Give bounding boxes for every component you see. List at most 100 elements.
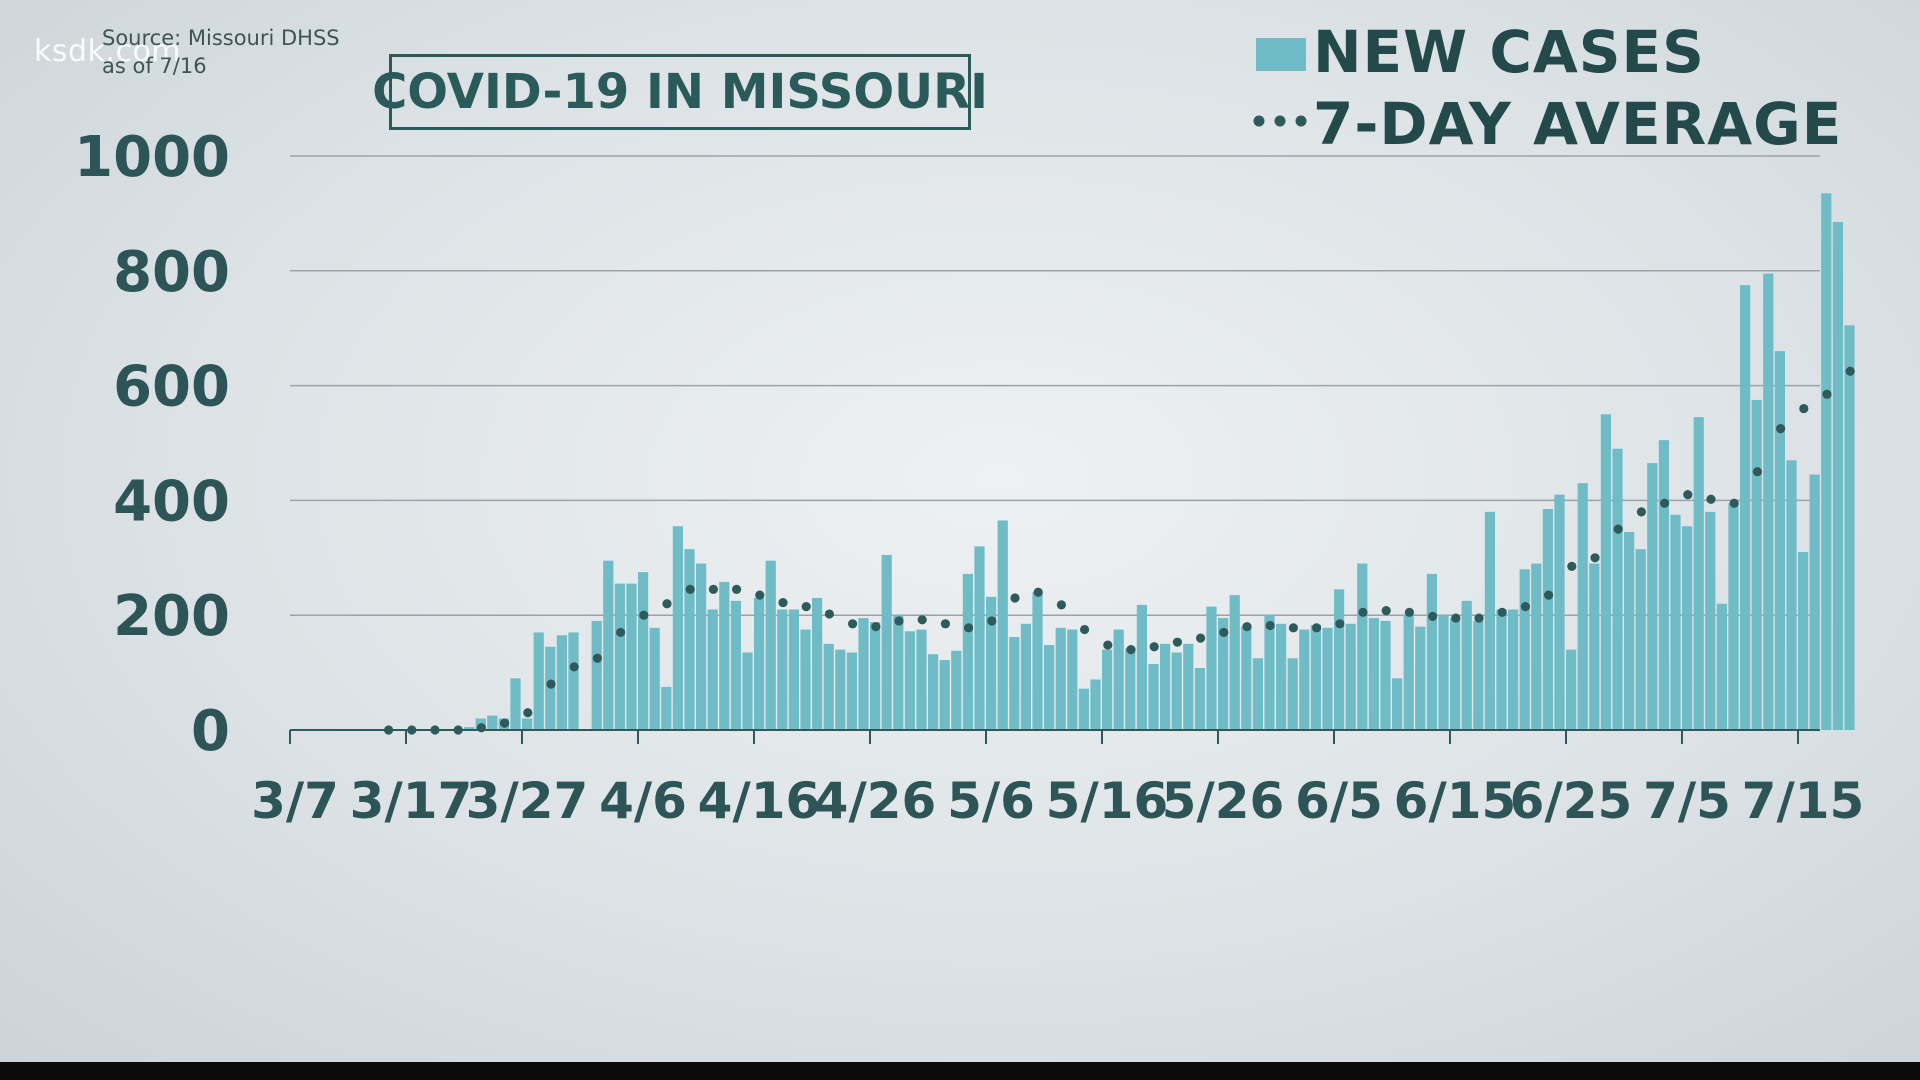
new-cases-bar bbox=[870, 622, 881, 730]
average-dot bbox=[1497, 607, 1507, 617]
x-tick-label: 6/25 bbox=[1510, 772, 1633, 830]
new-cases-bar bbox=[1554, 494, 1565, 730]
average-dot bbox=[569, 662, 579, 672]
new-cases-bar bbox=[1682, 526, 1693, 730]
average-dot bbox=[1010, 593, 1020, 603]
average-dot bbox=[1288, 623, 1298, 633]
new-cases-bar bbox=[1102, 649, 1113, 730]
legend-bar-swatch bbox=[1256, 38, 1306, 71]
new-cases-bar bbox=[765, 560, 776, 730]
new-cases-bar bbox=[835, 649, 846, 730]
new-cases-bar bbox=[1484, 511, 1495, 730]
new-cases-bar bbox=[603, 560, 614, 730]
new-cases-bar bbox=[1821, 193, 1832, 730]
new-cases-bar bbox=[1287, 658, 1298, 730]
new-cases-bar bbox=[1635, 549, 1646, 730]
new-cases-bar bbox=[1160, 643, 1171, 730]
new-cases-bar bbox=[777, 609, 788, 730]
new-cases-bar bbox=[939, 659, 950, 730]
average-dot bbox=[1729, 498, 1739, 508]
average-dot bbox=[871, 622, 881, 632]
new-cases-bar bbox=[986, 596, 997, 730]
average-dot bbox=[1381, 606, 1391, 616]
new-cases-bar bbox=[1194, 668, 1205, 730]
average-dot bbox=[1752, 467, 1762, 477]
average-dot bbox=[894, 616, 904, 626]
average-dot bbox=[1404, 607, 1414, 617]
average-dot bbox=[1822, 389, 1832, 399]
new-cases-bar bbox=[1206, 606, 1217, 730]
new-cases-bar bbox=[974, 546, 985, 730]
new-cases-bar bbox=[661, 686, 672, 730]
new-cases-bar bbox=[1090, 679, 1101, 730]
new-cases-bar bbox=[1009, 637, 1020, 730]
new-cases-bar bbox=[951, 650, 962, 730]
new-cases-bar bbox=[1577, 483, 1588, 730]
new-cases-bar bbox=[568, 632, 579, 730]
average-dot bbox=[1544, 590, 1554, 600]
new-cases-bar bbox=[1252, 658, 1263, 730]
x-tick-label: 4/26 bbox=[814, 772, 937, 830]
new-cases-bar bbox=[1450, 618, 1461, 730]
new-cases-bar bbox=[707, 609, 718, 730]
average-dot bbox=[987, 616, 997, 626]
as-of-date: as of 7/16 bbox=[102, 54, 207, 78]
new-cases-bar bbox=[1740, 285, 1751, 730]
new-cases-bars bbox=[452, 193, 1855, 730]
new-cases-bar bbox=[1670, 514, 1681, 730]
new-cases-bar bbox=[928, 654, 939, 730]
new-cases-bar bbox=[754, 597, 765, 730]
x-tick-label: 4/6 bbox=[599, 772, 687, 830]
new-cases-bar bbox=[1751, 399, 1762, 730]
x-tick-label: 3/7 bbox=[251, 772, 339, 830]
average-dot bbox=[1265, 620, 1275, 631]
new-cases-bar bbox=[649, 627, 660, 730]
average-dot bbox=[848, 619, 858, 629]
new-cases-bar bbox=[788, 609, 799, 730]
new-cases-bar bbox=[1310, 624, 1321, 730]
average-dot bbox=[801, 601, 811, 612]
new-cases-bar bbox=[1078, 688, 1089, 730]
new-cases-bar bbox=[1322, 627, 1333, 730]
new-cases-bar bbox=[1647, 463, 1658, 730]
new-cases-bar bbox=[1658, 440, 1669, 730]
new-cases-bar bbox=[1519, 569, 1530, 730]
new-cases-bar bbox=[1786, 460, 1797, 730]
new-cases-bar bbox=[800, 629, 811, 730]
new-cases-bar bbox=[591, 620, 602, 730]
ksdk-watermark-logo: ksdk.com bbox=[34, 34, 182, 69]
x-tick-label: 7/5 bbox=[1643, 772, 1731, 830]
y-tick-label: 600 bbox=[113, 355, 230, 420]
average-dot bbox=[917, 615, 927, 625]
new-cases-bar bbox=[614, 583, 625, 730]
new-cases-bar bbox=[1809, 474, 1820, 730]
average-dot bbox=[523, 708, 533, 718]
new-cases-bar bbox=[1299, 629, 1310, 730]
new-cases-bar bbox=[1345, 623, 1356, 730]
legend-seven-day-average-label: 7-DAY AVERAGE bbox=[1313, 90, 1843, 158]
average-dot bbox=[778, 597, 788, 608]
y-tick-label: 1000 bbox=[74, 125, 230, 190]
new-cases-bar bbox=[1044, 645, 1055, 730]
average-dot bbox=[732, 584, 742, 594]
new-cases-bar bbox=[1055, 627, 1066, 730]
average-dot bbox=[708, 584, 719, 594]
new-cases-bar bbox=[1125, 648, 1136, 730]
average-dot bbox=[685, 584, 695, 594]
new-cases-bar bbox=[1496, 609, 1507, 730]
new-cases-bar bbox=[1600, 414, 1611, 730]
y-tick-label: 200 bbox=[113, 584, 230, 649]
average-dot bbox=[1660, 498, 1670, 508]
average-dot bbox=[1312, 623, 1322, 633]
new-cases-bar bbox=[1508, 609, 1519, 730]
source-note: Source: Missouri DHSS bbox=[102, 26, 340, 50]
new-cases-bar bbox=[1798, 552, 1809, 730]
new-cases-bar bbox=[1693, 417, 1704, 730]
new-cases-bar bbox=[1020, 623, 1031, 730]
average-dot bbox=[824, 609, 835, 619]
average-dot bbox=[662, 599, 672, 609]
y-axis-ticks: 0 200 400 600 800 1000 bbox=[74, 125, 230, 764]
new-cases-bar bbox=[1774, 351, 1785, 730]
average-dot bbox=[1590, 553, 1600, 563]
